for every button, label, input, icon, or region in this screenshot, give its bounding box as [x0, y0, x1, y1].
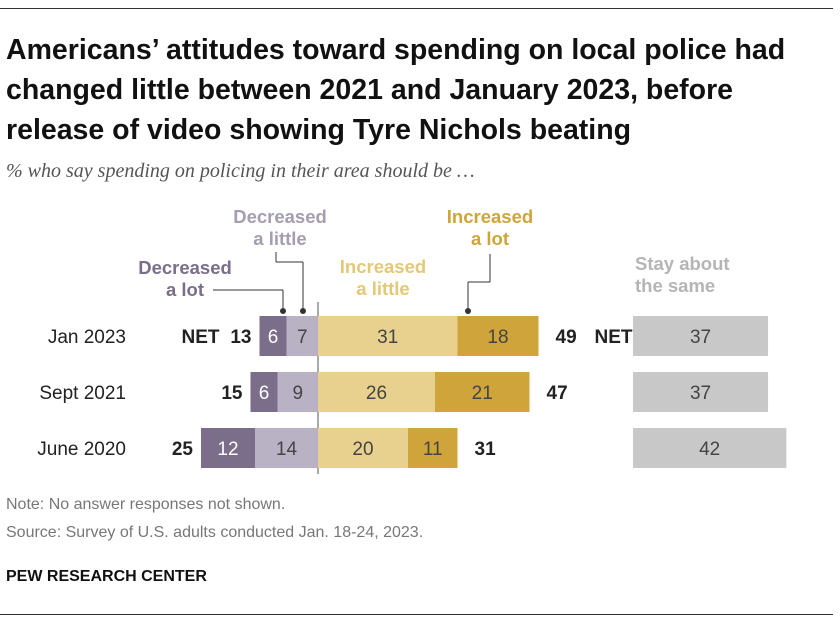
bar-decreased-a-lot: [250, 372, 278, 412]
bar-stay-about-same: [633, 316, 769, 356]
data-label-decreased-a-lot: 6: [268, 327, 279, 348]
bar-increased-a-little: [318, 316, 458, 356]
net-decreased-value: 25: [172, 439, 194, 460]
net-decreased-value: 13: [230, 327, 251, 348]
legend-decreased-a-little: Decreased: [233, 206, 327, 227]
net-increased-value: 49: [556, 327, 577, 348]
category-label: Jan 2023: [48, 327, 126, 348]
brand-name: PEW RESEARCH CENTER: [6, 568, 207, 585]
chart-note: Note: No answer responses not shown.: [6, 496, 286, 513]
bar-increased-a-little: [318, 428, 408, 468]
chart-subtitle: % who say spending on policing in their …: [6, 160, 475, 182]
category-label: Sept 2021: [39, 383, 126, 404]
net-label-right: NET: [595, 327, 633, 348]
chart-title: Americans’ attitudes toward spending on …: [6, 34, 786, 146]
bar-decreased-a-little: [286, 316, 318, 356]
data-label-increased-a-lot: 18: [487, 327, 508, 348]
net-increased-value: 47: [547, 383, 568, 404]
legend-decreased-a-lot: Decreased: [138, 257, 232, 278]
legend-decreased-a-lot: a lot: [166, 279, 204, 300]
data-label-stay-about-same: 37: [690, 383, 711, 404]
leader-dot: [280, 308, 286, 314]
bar-decreased-a-lot: [201, 428, 255, 468]
legend-decreased-a-little: a little: [253, 228, 306, 249]
top-rule: [0, 8, 833, 9]
net-increased-value: 31: [475, 439, 497, 460]
category-label: June 2020: [37, 439, 126, 460]
bar-decreased-a-lot: [259, 316, 287, 356]
bar-stay-about-same: [633, 372, 769, 412]
data-label-decreased-a-little: 7: [297, 327, 308, 348]
bar-increased-a-lot: [457, 316, 539, 356]
legend-increased-a-little: Increased: [340, 256, 426, 277]
net-label-left: NET: [182, 327, 220, 348]
bar-decreased-a-little: [277, 372, 318, 412]
data-label-increased-a-little: 31: [377, 327, 398, 348]
bar-increased-a-lot: [435, 372, 530, 412]
data-label-increased-a-lot: 21: [472, 383, 493, 404]
bar-stay-about-same: [633, 428, 787, 468]
data-label-stay-about-same: 42: [699, 439, 720, 460]
data-label-decreased-a-lot: 12: [217, 439, 238, 460]
data-label-increased-a-little: 26: [366, 383, 387, 404]
data-label-decreased-a-little: 9: [292, 383, 303, 404]
data-label-increased-a-lot: 11: [423, 439, 443, 460]
data-label-stay-about-same: 37: [690, 327, 711, 348]
data-label-decreased-a-lot: 6: [259, 383, 270, 404]
legend-increased-a-lot: a lot: [471, 228, 509, 249]
legend-stay-about-same: Stay about: [635, 253, 730, 274]
data-label-decreased-a-little: 14: [276, 439, 298, 460]
legend-increased-a-little: a little: [356, 278, 409, 299]
bar-increased-a-little: [318, 372, 435, 412]
leader-dot: [465, 308, 471, 314]
net-decreased-value: 15: [221, 383, 243, 404]
legend-stay-about-same: the same: [635, 275, 715, 296]
legend-increased-a-lot: Increased: [447, 206, 533, 227]
leader-dot: [300, 308, 306, 314]
chart-source: Source: Survey of U.S. adults conducted …: [6, 524, 424, 541]
bottom-rule: [0, 614, 833, 615]
bar-decreased-a-little: [255, 428, 318, 468]
bar-increased-a-lot: [408, 428, 458, 468]
data-label-increased-a-little: 20: [352, 439, 373, 460]
